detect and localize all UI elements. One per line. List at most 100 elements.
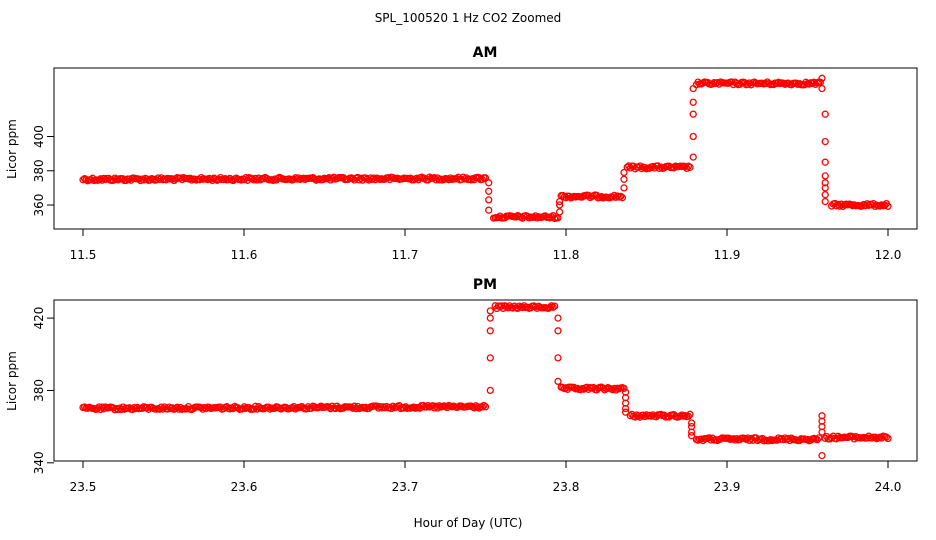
am-x-ticks: 11.5 11.6 11.7 11.8 11.9 12.0 (70, 229, 902, 262)
am-data-point (686, 163, 694, 171)
am-data-point (620, 168, 628, 177)
pm-x-ticks: 23.5 23.6 23.7 23.8 23.9 24.0 (70, 461, 902, 494)
pm-data-point (549, 303, 557, 311)
pm-data-point (100, 405, 108, 413)
pm-data-point (684, 412, 693, 420)
pm-data-point (686, 410, 694, 418)
pm-data-point (486, 314, 494, 322)
pm-data-point (509, 304, 517, 312)
pm-data-point (502, 303, 511, 311)
pm-data-point (647, 412, 655, 420)
pm-data-point (554, 354, 562, 362)
pm-data-point (486, 327, 494, 335)
am-data-point (620, 184, 628, 192)
pm-data-point (687, 419, 696, 427)
pm-data-point (844, 433, 852, 442)
am-data-point (485, 187, 493, 195)
pm-data-point (554, 327, 562, 335)
pm-data-point (747, 434, 755, 443)
pm-data-point (554, 377, 562, 386)
am-data-point (818, 74, 826, 82)
am-data-point (318, 176, 327, 184)
am-data-point (821, 137, 829, 146)
pm-data-point (687, 432, 696, 440)
am-data-point (294, 174, 303, 182)
pm-data-point (551, 302, 559, 310)
pm-data-point (554, 314, 562, 322)
am-data-point (203, 175, 212, 184)
pm-data-point (818, 451, 826, 460)
am-data-point (620, 175, 628, 183)
am-y-tick-label: 380 (32, 159, 46, 182)
am-panel-title: AM (473, 45, 498, 61)
am-data-point (689, 132, 697, 141)
am-data-point (82, 176, 90, 184)
pm-data-point (631, 413, 639, 421)
pm-y-axis-label: Licor ppm (5, 351, 19, 411)
am-y-tick-label: 400 (32, 125, 46, 148)
am-data-point (531, 212, 540, 220)
am-data-point (670, 164, 678, 172)
am-data-point (871, 202, 879, 211)
am-data-point (881, 201, 889, 209)
am-data-point (481, 174, 490, 182)
pm-data-point (480, 401, 488, 410)
am-plot-frame (53, 67, 918, 230)
pm-data-point (678, 411, 686, 419)
am-x-tick-label: 12.0 (875, 248, 902, 262)
am-y-axis-label: Licor ppm (5, 119, 19, 179)
am-data-point (425, 173, 434, 181)
am-x-tick-label: 11.8 (553, 248, 580, 262)
pm-data-point (424, 401, 432, 410)
pm-data-point (486, 307, 494, 315)
am-data-point (689, 98, 697, 106)
am-data-point (744, 80, 752, 88)
pm-data-point (240, 403, 248, 411)
pm-data-point (621, 408, 630, 416)
pm-x-tick-label: 23.5 (70, 480, 97, 494)
am-y-tick-label: 360 (32, 194, 46, 217)
pm-data-point (882, 433, 891, 441)
am-data-point (821, 110, 829, 118)
pm-y-tick-label: 340 (32, 451, 46, 474)
pm-data-point (813, 436, 821, 444)
am-data-point (485, 206, 493, 214)
am-data-point (689, 153, 697, 161)
am-data-point (684, 162, 693, 170)
am-y-ticks: 360 380 400 (32, 125, 54, 216)
am-data-point (821, 184, 829, 192)
am-data-point (186, 174, 194, 182)
am-data-point (821, 197, 829, 206)
pm-y-tick-label: 380 (32, 379, 46, 402)
am-data-point (555, 201, 564, 209)
am-data-point (792, 79, 800, 87)
am-data-point (818, 84, 826, 93)
pm-data-point (818, 412, 826, 420)
pm-data-point (827, 434, 836, 442)
am-x-tick-label: 11.9 (714, 248, 741, 262)
pm-data-point (687, 428, 696, 436)
pm-data-point (546, 303, 554, 311)
am-x-tick-label: 11.7 (392, 248, 419, 262)
am-panel: AM Licor ppm 11.5 11.6 11.7 11.8 11.9 12.0 36… (5, 45, 918, 262)
am-data-point (618, 194, 627, 202)
am-data-point (655, 164, 664, 173)
am-data-point (625, 162, 633, 170)
pm-x-tick-label: 23.7 (392, 480, 419, 494)
pm-panel: PM Licor ppm 23.5 23.6 23.7 23.8 23.9 24.0 34… (5, 277, 918, 494)
pm-x-tick-label: 23.9 (714, 480, 741, 494)
am-data-point (821, 179, 829, 187)
am-data-point (821, 172, 829, 180)
pm-x-tick-label: 24.0 (875, 480, 902, 494)
am-data-point (884, 202, 892, 210)
pm-data-point (486, 386, 494, 395)
am-data-point (689, 84, 697, 93)
am-data-point (821, 191, 829, 199)
am-data-point (733, 79, 741, 88)
am-data-point (816, 78, 825, 86)
pm-data-point (731, 436, 739, 444)
pm-data-point (621, 404, 630, 413)
pm-data-point (884, 434, 892, 443)
figure-title: SPL_100520 1 Hz CO2 Zoomed (375, 11, 562, 25)
